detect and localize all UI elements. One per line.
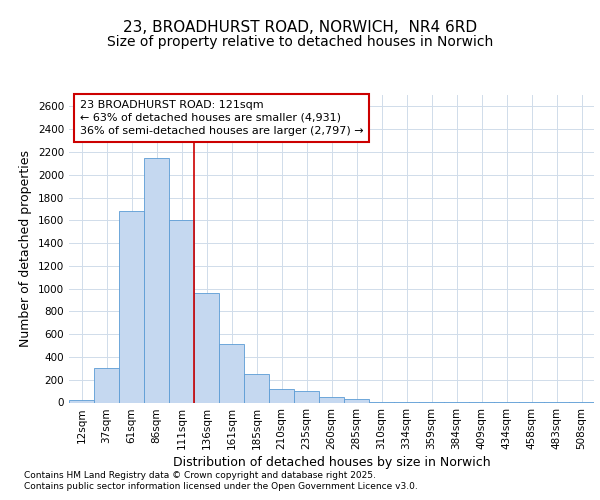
Bar: [344, 399, 369, 402]
Bar: [194, 293, 219, 403]
Bar: [119, 211, 144, 402]
Bar: [94, 368, 119, 402]
Text: 23 BROADHURST ROAD: 121sqm
← 63% of detached houses are smaller (4,931)
36% of s: 23 BROADHURST ROAD: 121sqm ← 63% of deta…: [79, 100, 363, 136]
Y-axis label: Number of detached properties: Number of detached properties: [19, 150, 32, 347]
Bar: [319, 397, 344, 402]
Text: Size of property relative to detached houses in Norwich: Size of property relative to detached ho…: [107, 35, 493, 49]
Text: Contains public sector information licensed under the Open Government Licence v3: Contains public sector information licen…: [24, 482, 418, 491]
Text: 23, BROADHURST ROAD, NORWICH,  NR4 6RD: 23, BROADHURST ROAD, NORWICH, NR4 6RD: [123, 20, 477, 35]
Text: Contains HM Land Registry data © Crown copyright and database right 2025.: Contains HM Land Registry data © Crown c…: [24, 471, 376, 480]
Bar: [219, 344, 244, 403]
Bar: [169, 220, 194, 402]
X-axis label: Distribution of detached houses by size in Norwich: Distribution of detached houses by size …: [173, 456, 490, 469]
Bar: [144, 158, 169, 402]
Bar: [269, 389, 294, 402]
Bar: [294, 391, 319, 402]
Bar: [244, 374, 269, 402]
Bar: [69, 400, 94, 402]
